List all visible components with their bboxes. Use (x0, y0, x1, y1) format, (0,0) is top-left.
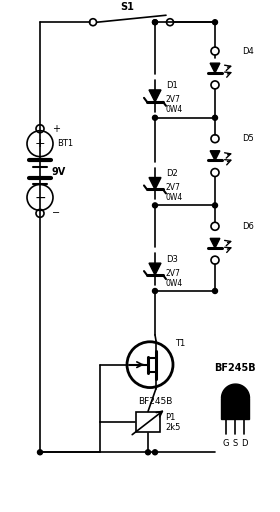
Text: +: + (35, 137, 45, 150)
Text: D4: D4 (242, 47, 254, 56)
Text: D: D (241, 439, 247, 449)
Circle shape (38, 450, 43, 455)
Circle shape (153, 20, 157, 25)
Text: S1: S1 (120, 2, 134, 12)
Text: 0W4: 0W4 (166, 193, 183, 202)
Text: T1: T1 (175, 339, 185, 348)
Polygon shape (149, 178, 161, 189)
Text: 2V7: 2V7 (166, 95, 181, 104)
Polygon shape (210, 239, 220, 248)
Circle shape (213, 20, 218, 25)
Polygon shape (149, 263, 161, 275)
Text: 9V: 9V (52, 166, 66, 177)
Text: 0W4: 0W4 (166, 279, 183, 288)
Text: BT1: BT1 (57, 139, 73, 148)
Circle shape (153, 288, 157, 293)
Circle shape (146, 450, 151, 455)
Text: D2: D2 (166, 169, 178, 178)
Text: 0W4: 0W4 (166, 105, 183, 114)
Text: S: S (232, 439, 238, 449)
Circle shape (153, 20, 157, 25)
Text: D5: D5 (242, 134, 254, 143)
Circle shape (153, 203, 157, 208)
Text: D6: D6 (242, 222, 254, 231)
Circle shape (213, 288, 218, 293)
Text: 2k5: 2k5 (165, 423, 180, 432)
Circle shape (213, 203, 218, 208)
Circle shape (153, 450, 157, 455)
Text: D3: D3 (166, 254, 178, 264)
Circle shape (213, 115, 218, 120)
Text: D1: D1 (166, 81, 178, 91)
Polygon shape (149, 90, 161, 102)
Text: G: G (223, 439, 229, 449)
Circle shape (153, 115, 157, 120)
Bar (136, 413, 160, 432)
Polygon shape (210, 63, 220, 73)
Text: 2V7: 2V7 (166, 183, 181, 192)
Text: P1: P1 (165, 413, 175, 422)
FancyBboxPatch shape (221, 397, 249, 419)
Polygon shape (210, 151, 220, 160)
Text: BF245B: BF245B (138, 396, 172, 406)
Text: −: − (52, 208, 60, 218)
Text: 2V7: 2V7 (166, 269, 181, 278)
Text: +: + (52, 124, 60, 134)
Text: −: − (34, 190, 46, 204)
Text: BF245B: BF245B (214, 362, 256, 373)
